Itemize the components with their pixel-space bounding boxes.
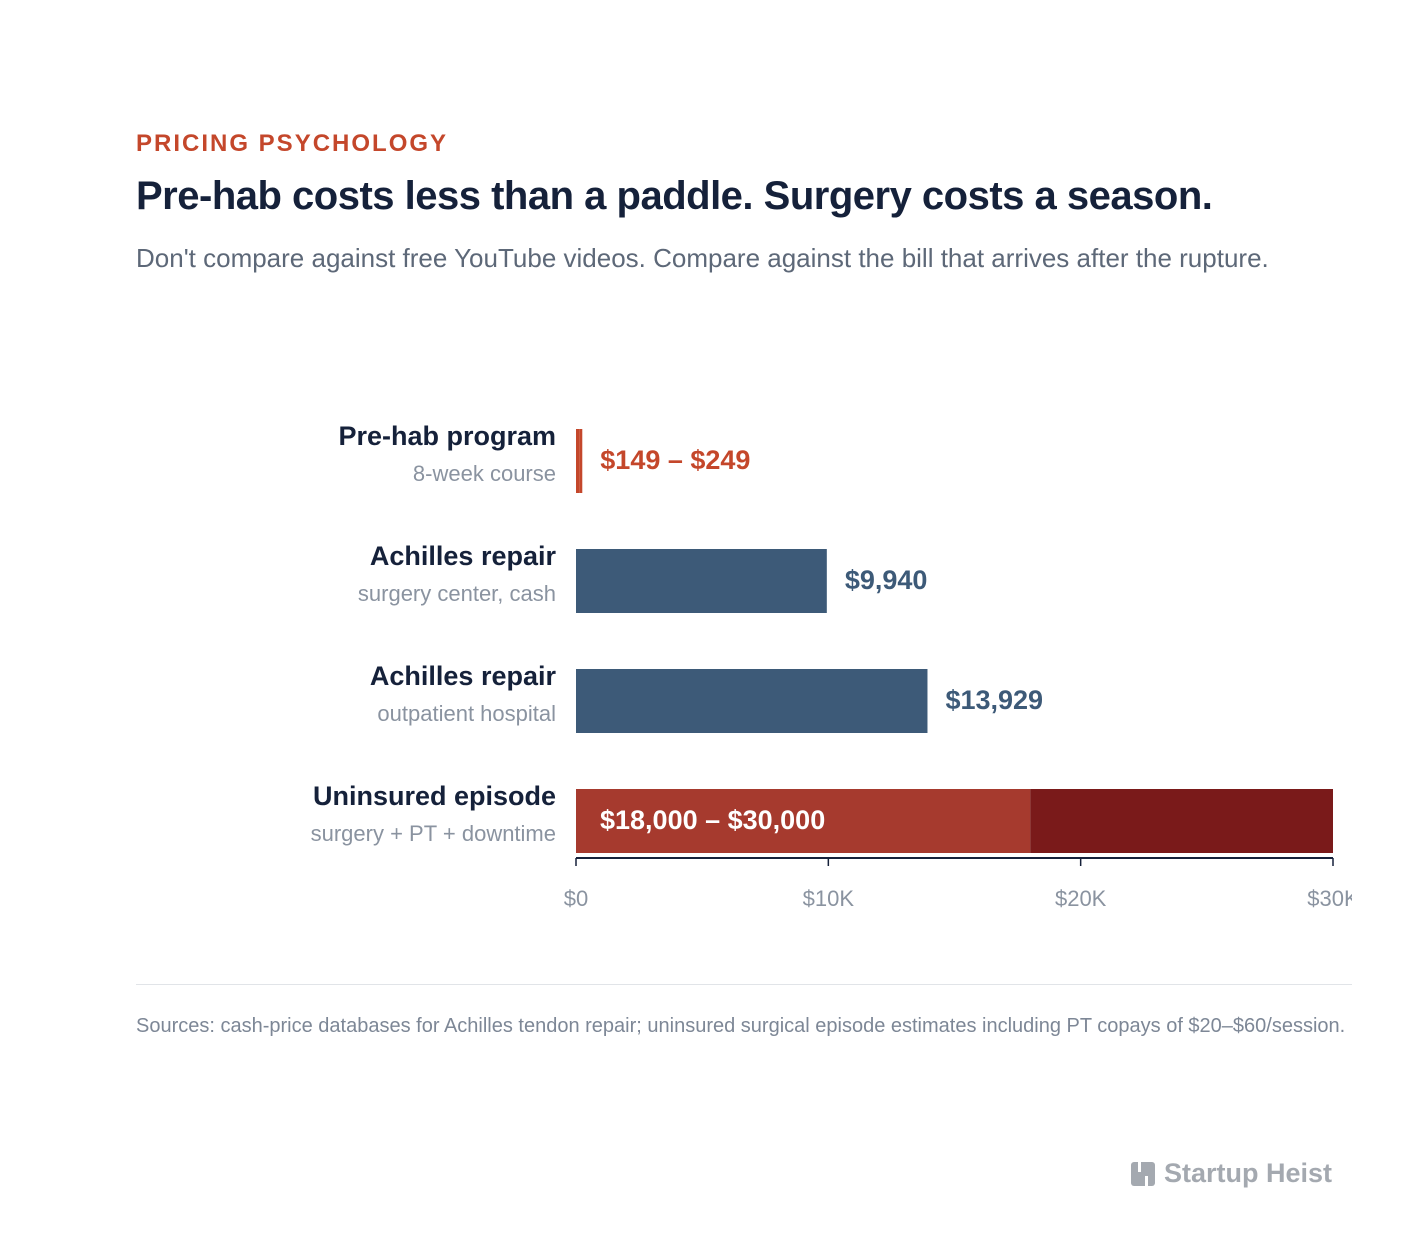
row-sublabel: surgery center, cash [358, 581, 556, 606]
bar-segment [579, 429, 583, 493]
brand-name: Startup Heist [1164, 1158, 1333, 1188]
row-sublabel: surgery + PT + downtime [311, 821, 556, 846]
row-sublabel: 8-week course [413, 461, 556, 486]
value-label: $13,929 [945, 685, 1043, 715]
row-label: Achilles repair [370, 661, 557, 691]
chart-subtitle: Don't compare against free YouTube video… [136, 243, 1269, 273]
chart-title: Pre-hab costs less than a paddle. Surger… [136, 174, 1213, 218]
bar-segment [576, 429, 580, 493]
row-sublabel: outpatient hospital [377, 701, 556, 726]
x-tick-label: $10K [803, 886, 855, 911]
value-label: $9,940 [845, 565, 928, 595]
chart: Pre-hab program 8-week course $149 – $249 A… [311, 421, 1352, 911]
divider [136, 984, 1352, 985]
bar-segment [1030, 789, 1333, 853]
value-label: $18,000 – $30,000 [600, 805, 825, 835]
row-label: Achilles repair [370, 541, 557, 571]
x-tick-label: $30K [1307, 886, 1352, 911]
brand-logo: Startup Heist [1130, 1158, 1332, 1189]
bar-segment [576, 549, 827, 613]
row-label: Pre-hab program [338, 421, 556, 451]
bar-segment [576, 789, 1031, 853]
brand-icon [1131, 1161, 1155, 1186]
sources-note: Sources: cash-price databases for Achill… [136, 1015, 1346, 1037]
row-label: Uninsured episode [313, 781, 556, 811]
kicker: PRICING PSYCHOLOGY [136, 130, 449, 157]
value-label: $149 – $249 [600, 445, 750, 475]
x-tick-label: $20K [1055, 886, 1107, 911]
bar-segment [576, 669, 928, 733]
x-tick-label: $0 [564, 886, 588, 911]
